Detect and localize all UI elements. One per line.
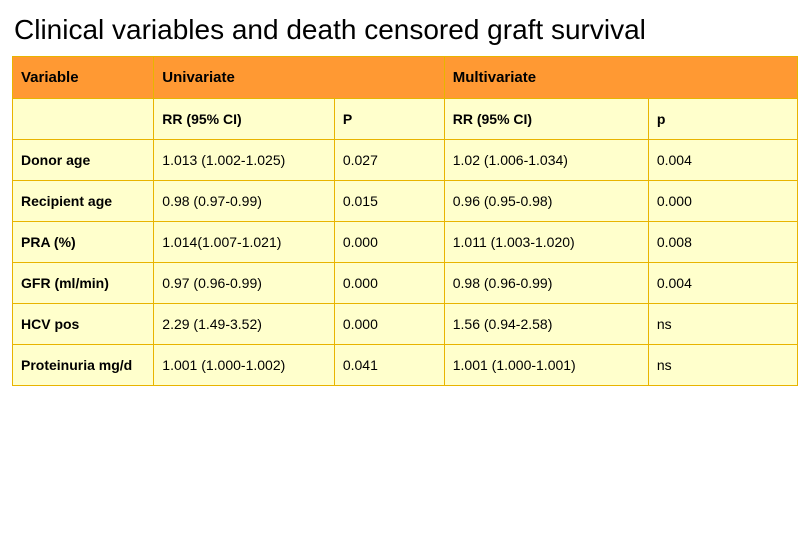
col-variable-subheader: [13, 99, 154, 140]
cell-rr-multi: 1.001 (1.000-1.001): [444, 345, 648, 386]
cell-rr-multi: 0.96 (0.95-0.98): [444, 181, 648, 222]
col-variable-header: Variable: [13, 57, 154, 99]
table-row: PRA (%) 1.014(1.007-1.021) 0.000 1.011 (…: [13, 222, 798, 263]
cell-variable: GFR (ml/min): [13, 263, 154, 304]
cell-rr-uni: 2.29 (1.49-3.52): [154, 304, 335, 345]
table-body: Donor age 1.013 (1.002-1.025) 0.027 1.02…: [13, 140, 798, 386]
header-row-1: Variable Univariate Multivariate: [13, 57, 798, 99]
col-univariate-header: Univariate: [154, 57, 444, 99]
col-multivariate-header: Multivariate: [444, 57, 797, 99]
cell-rr-multi: 1.02 (1.006-1.034): [444, 140, 648, 181]
cell-variable: PRA (%): [13, 222, 154, 263]
cell-p-multi: 0.008: [648, 222, 797, 263]
slide-title: Clinical variables and death censored gr…: [0, 0, 810, 56]
cell-p-uni: 0.027: [334, 140, 444, 181]
col-p-uni-header: P: [334, 99, 444, 140]
cell-p-uni: 0.000: [334, 304, 444, 345]
cell-rr-uni: 1.014(1.007-1.021): [154, 222, 335, 263]
cell-rr-uni: 1.001 (1.000-1.002): [154, 345, 335, 386]
cell-p-multi: 0.004: [648, 263, 797, 304]
cell-rr-uni: 0.98 (0.97-0.99): [154, 181, 335, 222]
cell-p-multi: 0.000: [648, 181, 797, 222]
table-row: Recipient age 0.98 (0.97-0.99) 0.015 0.9…: [13, 181, 798, 222]
cell-p-multi: 0.004: [648, 140, 797, 181]
cell-rr-multi: 1.56 (0.94-2.58): [444, 304, 648, 345]
table-row: Donor age 1.013 (1.002-1.025) 0.027 1.02…: [13, 140, 798, 181]
cell-variable: Proteinuria mg/d: [13, 345, 154, 386]
cell-rr-multi: 0.98 (0.96-0.99): [444, 263, 648, 304]
col-rr-multi-header: RR (95% CI): [444, 99, 648, 140]
results-table: Variable Univariate Multivariate RR (95%…: [12, 56, 798, 386]
cell-p-uni: 0.000: [334, 222, 444, 263]
cell-variable: Recipient age: [13, 181, 154, 222]
cell-p-uni: 0.041: [334, 345, 444, 386]
cell-rr-uni: 1.013 (1.002-1.025): [154, 140, 335, 181]
cell-variable: Donor age: [13, 140, 154, 181]
cell-rr-multi: 1.011 (1.003-1.020): [444, 222, 648, 263]
header-row-2: RR (95% CI) P RR (95% CI) p: [13, 99, 798, 140]
cell-p-multi: ns: [648, 345, 797, 386]
col-p-multi-header: p: [648, 99, 797, 140]
cell-p-uni: 0.015: [334, 181, 444, 222]
table-row: GFR (ml/min) 0.97 (0.96-0.99) 0.000 0.98…: [13, 263, 798, 304]
table-row: HCV pos 2.29 (1.49-3.52) 0.000 1.56 (0.9…: [13, 304, 798, 345]
col-rr-uni-header: RR (95% CI): [154, 99, 335, 140]
cell-rr-uni: 0.97 (0.96-0.99): [154, 263, 335, 304]
cell-variable: HCV pos: [13, 304, 154, 345]
table-container: Variable Univariate Multivariate RR (95%…: [0, 56, 810, 398]
cell-p-uni: 0.000: [334, 263, 444, 304]
table-row: Proteinuria mg/d 1.001 (1.000-1.002) 0.0…: [13, 345, 798, 386]
cell-p-multi: ns: [648, 304, 797, 345]
